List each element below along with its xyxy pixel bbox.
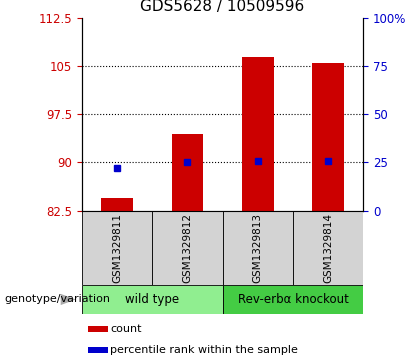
Text: percentile rank within the sample: percentile rank within the sample [110,345,298,355]
Bar [101,198,133,211]
Bar [87,347,108,352]
Bar [223,285,363,314]
Bar [223,211,293,285]
Bar [82,285,223,314]
Text: GSM1329814: GSM1329814 [323,213,333,283]
Bar [293,211,363,285]
Polygon shape [61,294,76,305]
Text: count: count [110,324,142,334]
Text: GSM1329812: GSM1329812 [182,213,192,283]
Bar [172,134,203,211]
Text: genotype/variation: genotype/variation [4,294,110,305]
Title: GDS5628 / 10509596: GDS5628 / 10509596 [140,0,305,14]
Text: Rev-erbα knockout: Rev-erbα knockout [238,293,348,306]
Bar [242,57,273,211]
Bar [152,211,223,285]
Text: wild type: wild type [125,293,179,306]
Text: GSM1329811: GSM1329811 [112,213,122,283]
Text: GSM1329813: GSM1329813 [253,213,263,283]
Bar [87,326,108,332]
Bar [312,63,344,211]
Bar [82,211,152,285]
